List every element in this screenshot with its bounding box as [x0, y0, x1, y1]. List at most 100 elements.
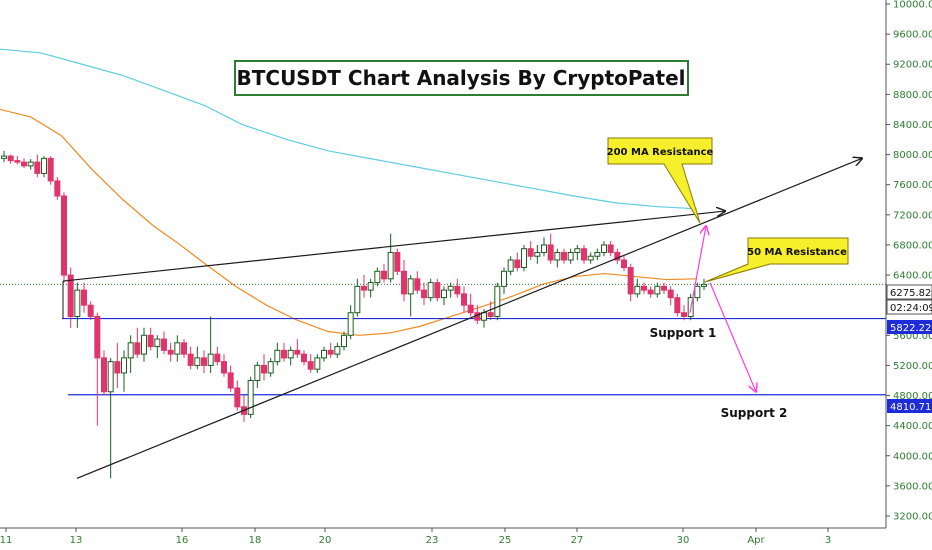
- candles-layer: [1, 150, 707, 479]
- candle: [627, 263, 634, 302]
- y-tick-label: 7200.00: [893, 210, 932, 221]
- candle: [54, 177, 61, 200]
- candle-body: [201, 357, 207, 366]
- candle-body: [461, 293, 467, 306]
- candle-body: [341, 334, 347, 348]
- candle: [587, 252, 594, 264]
- candle-body: [487, 312, 494, 317]
- candle-body: [81, 289, 87, 306]
- candle: [494, 282, 501, 321]
- candle: [541, 237, 547, 257]
- candle-body: [234, 387, 241, 408]
- candle: [447, 282, 454, 298]
- candle: [141, 327, 147, 362]
- candle-body: [667, 289, 674, 299]
- candle: [207, 316, 214, 373]
- x-tick-label: 30: [677, 535, 690, 546]
- candle-body: [94, 315, 101, 359]
- candle: [74, 282, 81, 328]
- candle-body: [434, 282, 441, 299]
- candle-body: [121, 357, 127, 374]
- candle-body: [247, 379, 254, 415]
- lines-layer: [0, 48, 886, 396]
- candle-body: [327, 349, 334, 355]
- candle-body: [147, 334, 154, 348]
- title-box: BTCUSDT Chart Analysis By CryptoPatel: [234, 60, 689, 96]
- candle-body: [107, 361, 114, 393]
- candle-body: [401, 270, 407, 295]
- candle: [407, 275, 414, 317]
- x-tick-label: 25: [499, 535, 512, 546]
- support-2-price-tag: 4810.71: [887, 399, 932, 413]
- candle-body: [294, 349, 301, 355]
- candle-body: [187, 353, 194, 366]
- candle-body: [621, 259, 627, 269]
- candle: [234, 380, 241, 411]
- candle-body: [694, 285, 701, 299]
- candle: [47, 156, 54, 185]
- candle-body: [674, 297, 681, 314]
- candle: [567, 248, 574, 264]
- candle-body: [521, 248, 527, 269]
- candle: [647, 286, 654, 298]
- candle-body: [407, 278, 414, 295]
- candle-body: [334, 346, 341, 355]
- candle: [387, 233, 394, 283]
- last-price-tag: 6275.82: [886, 284, 932, 300]
- candle: [661, 282, 667, 294]
- x-tick-label: 16: [176, 535, 189, 546]
- candle-body: [387, 251, 394, 280]
- x-tick-label: 20: [319, 535, 332, 546]
- candle-body: [381, 270, 387, 280]
- y-tick-label: 7600.00: [893, 180, 932, 191]
- y-tick-label: 6800.00: [893, 240, 932, 251]
- x-tick-label: 11: [0, 535, 12, 546]
- candle: [261, 354, 267, 381]
- projection-up-arrow: [689, 226, 706, 313]
- x-axis-ticks: 11 13 16 18 20 23 25 27 30 Apr 3: [0, 528, 831, 546]
- candle-body: [214, 353, 221, 363]
- projection-down-arrow: [709, 282, 756, 392]
- candle-body: [561, 251, 567, 261]
- candle-body: [634, 285, 641, 295]
- candle: [214, 346, 221, 366]
- candle: [634, 278, 641, 298]
- candle-body: [587, 255, 594, 261]
- candle: [401, 260, 407, 302]
- x-tick-label: 23: [426, 535, 439, 546]
- candle: [621, 256, 627, 272]
- chart-title: BTCUSDT Chart Analysis By CryptoPatel: [237, 66, 686, 90]
- candle: [441, 286, 447, 306]
- candle: [167, 342, 174, 362]
- candle: [347, 305, 354, 340]
- candle: [674, 293, 681, 317]
- candle-body: [281, 349, 287, 359]
- support-2-label: Support 2: [721, 406, 788, 420]
- candle: [327, 342, 334, 358]
- candle: [61, 192, 67, 283]
- candle-body: [514, 259, 521, 269]
- candle: [434, 278, 441, 302]
- candle-body: [507, 259, 514, 272]
- support-2-price-text: 4810.71: [890, 402, 931, 413]
- candle: [194, 346, 201, 370]
- candle-body: [467, 304, 474, 314]
- candle: [147, 327, 154, 351]
- support-1-label: Support 1: [650, 326, 717, 340]
- candle: [654, 282, 661, 298]
- candle: [267, 357, 274, 377]
- wedge-lower-trendline: [76, 158, 862, 479]
- last-price-text: 6275.82: [890, 288, 931, 299]
- candle-body: [581, 248, 587, 261]
- overlay-layer: [62, 158, 862, 479]
- y-tick-label: 4400.00: [893, 421, 932, 432]
- countdown-text: 02:24:09: [890, 303, 932, 314]
- candle: [334, 342, 341, 358]
- callout-50-ma-label: 50 MA Resistance: [747, 247, 847, 258]
- candle: [114, 342, 121, 388]
- candle-body: [134, 342, 141, 355]
- y-tick-label: 10000.00: [893, 0, 932, 11]
- candle-body: [101, 357, 107, 393]
- candle-body: [194, 357, 201, 366]
- countdown-tag: 02:24:09: [886, 299, 932, 315]
